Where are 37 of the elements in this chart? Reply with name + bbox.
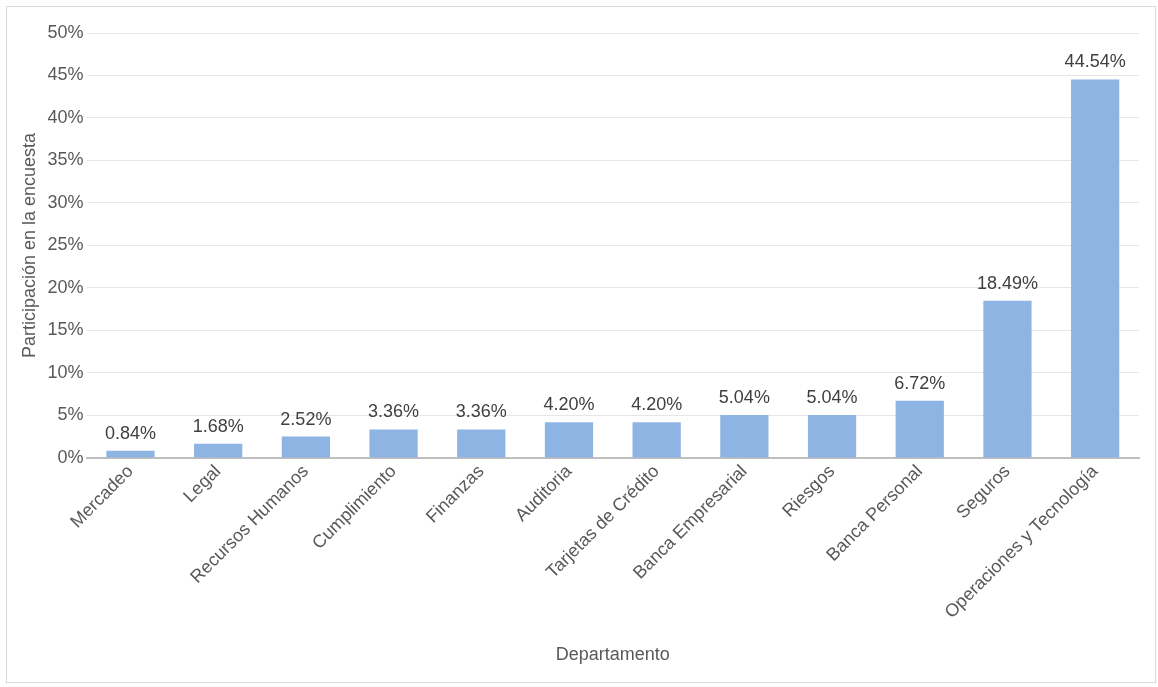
- bar: [895, 400, 944, 458]
- bar: [1071, 79, 1120, 458]
- y-tick-label: 35%: [47, 149, 84, 170]
- data-label: 4.20%: [543, 394, 595, 415]
- bar: [194, 443, 243, 458]
- bar: [544, 422, 594, 458]
- y-tick-label: 40%: [47, 106, 84, 127]
- data-label: 2.52%: [280, 408, 332, 429]
- bar: [807, 415, 857, 458]
- x-axis-title: Departamento: [555, 644, 670, 665]
- bar: [369, 429, 418, 458]
- y-tick-label: 10%: [47, 361, 84, 382]
- data-label: 5.04%: [806, 387, 858, 408]
- y-tick-label: 15%: [47, 319, 84, 340]
- bar: [457, 429, 506, 458]
- bar: [720, 415, 769, 458]
- y-axis-title: Participación en la encuesta: [18, 131, 39, 359]
- y-tick-label: 45%: [47, 64, 84, 85]
- y-tick-label: 30%: [47, 191, 84, 212]
- data-label: 3.36%: [368, 401, 420, 422]
- y-tick-label: 25%: [47, 234, 84, 255]
- y-tick-label: 50%: [47, 21, 84, 42]
- data-label: 3.36%: [455, 401, 507, 422]
- bar: [106, 450, 155, 458]
- data-label: 1.68%: [192, 415, 244, 436]
- data-label: 0.84%: [104, 422, 156, 443]
- data-label: 6.72%: [894, 372, 946, 393]
- y-tick-label: 0%: [57, 446, 84, 467]
- data-label: 44.54%: [1064, 51, 1126, 72]
- data-label: 4.20%: [631, 394, 683, 415]
- bar: [632, 422, 681, 458]
- data-label: 5.04%: [718, 387, 770, 408]
- bar: [983, 300, 1032, 458]
- y-tick-label: 5%: [57, 404, 84, 425]
- bar: [281, 436, 330, 458]
- y-tick-label: 20%: [47, 276, 84, 297]
- data-label: 18.49%: [976, 272, 1038, 293]
